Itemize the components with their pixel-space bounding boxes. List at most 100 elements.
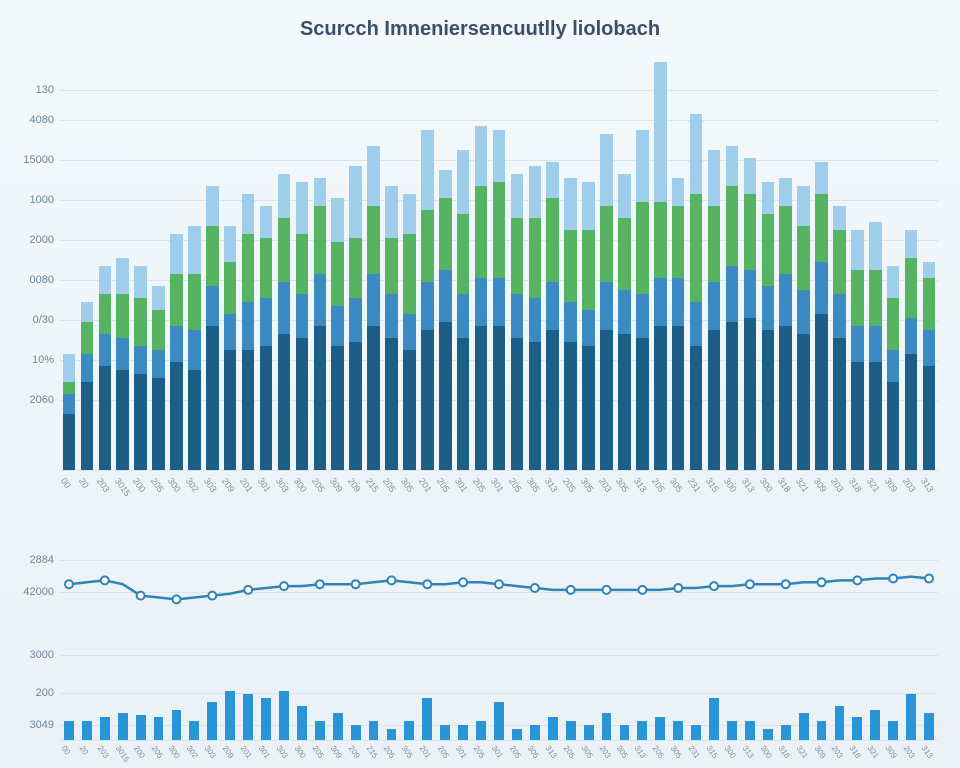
x-axis-label: 318 xyxy=(776,744,791,760)
trend-line xyxy=(60,550,938,740)
bar-segment xyxy=(188,330,201,370)
bar-segment xyxy=(923,366,936,470)
bar-segment xyxy=(618,290,631,334)
x-axis-label: 203 xyxy=(830,744,845,760)
bar-segment xyxy=(726,146,739,186)
x-axis-label: 318 xyxy=(847,476,864,494)
bar-segment xyxy=(421,130,434,210)
bar-segment xyxy=(134,374,147,470)
bar-segment xyxy=(63,354,76,382)
x-axis-label: 215 xyxy=(364,744,379,760)
x-axis-label: 205 xyxy=(650,476,667,494)
bar-segment xyxy=(744,318,757,470)
bar-segment xyxy=(654,326,667,470)
bar-segment xyxy=(206,186,219,226)
x-axis-label: 205 xyxy=(561,744,576,760)
x-axis-label: 321 xyxy=(865,476,882,494)
bar-segment xyxy=(851,230,864,270)
bar-segment xyxy=(331,198,344,242)
bar-segment xyxy=(331,346,344,470)
bar-segment xyxy=(511,338,524,470)
x-axis-label: 302 xyxy=(184,476,201,494)
bar-segment xyxy=(636,202,649,294)
bar-segment xyxy=(779,274,792,326)
bar-segment xyxy=(296,234,309,294)
bar-segment xyxy=(296,182,309,234)
bar-segment xyxy=(188,370,201,470)
line-marker xyxy=(495,580,503,588)
bar-segment xyxy=(349,342,362,470)
bar-segment xyxy=(618,174,631,218)
x-axis-label: 205 xyxy=(560,476,577,494)
bar-segment xyxy=(385,238,398,294)
bar-segment xyxy=(278,282,291,334)
bar-segment xyxy=(833,230,846,294)
bar-segment xyxy=(905,258,918,318)
bar-segment xyxy=(278,334,291,470)
bar-segment xyxy=(654,202,667,278)
x-axis-label: 302 xyxy=(185,744,200,760)
y-axis-label: 0080 xyxy=(6,274,54,286)
bar-segment xyxy=(206,226,219,286)
bar-segment xyxy=(726,266,739,322)
bar-segment xyxy=(170,234,183,274)
line-marker xyxy=(674,584,682,592)
bar-segment xyxy=(564,342,577,470)
y-axis-label: 130 xyxy=(6,84,54,96)
x-axis-label: 201 xyxy=(418,744,433,760)
bar-segment xyxy=(367,274,380,326)
bar-segment xyxy=(188,274,201,330)
x-axis-label: 303 xyxy=(274,476,291,494)
bar-segment xyxy=(152,378,165,470)
x-axis-label: 215 xyxy=(363,476,380,494)
bar-segment xyxy=(726,186,739,266)
x-axis-label: 205 xyxy=(651,744,666,760)
x-axis-label: 200 xyxy=(131,744,146,760)
bar-segment xyxy=(923,278,936,330)
bar-segment xyxy=(349,166,362,238)
bar-segment xyxy=(887,266,900,298)
bar-segment xyxy=(224,226,237,262)
line-marker xyxy=(818,578,826,586)
bar-segment xyxy=(81,354,94,382)
x-axis-label: 205 xyxy=(435,476,452,494)
bar-segment xyxy=(690,346,703,470)
bar-segment xyxy=(600,330,613,470)
bar-segment xyxy=(242,350,255,470)
bar-segment xyxy=(762,286,775,330)
bar-segment xyxy=(869,326,882,362)
x-axis-label: 205 xyxy=(508,744,523,760)
line-marker xyxy=(387,576,395,584)
x-axis-label: 305 xyxy=(579,744,594,760)
bar-segment xyxy=(654,62,667,202)
bar-segment xyxy=(403,350,416,470)
bar-segment xyxy=(421,282,434,330)
bar-segment xyxy=(582,346,595,470)
bar-segment xyxy=(546,198,559,282)
x-axis-label: 301 xyxy=(490,744,505,760)
line-marker xyxy=(423,580,431,588)
bar-segment xyxy=(708,206,721,282)
line-marker xyxy=(710,582,718,590)
x-axis-label: 205 xyxy=(310,476,327,494)
bar-segment xyxy=(654,278,667,326)
line-marker xyxy=(101,576,109,584)
x-axis-label: 309 xyxy=(812,744,827,760)
x-axis-label: 313 xyxy=(919,476,936,494)
x-axis-label: 313 xyxy=(543,744,558,760)
x-axis-label: 203 xyxy=(829,476,846,494)
line-marker xyxy=(567,586,575,594)
bar-segment xyxy=(296,294,309,338)
bar-segment xyxy=(797,226,810,290)
y-axis-label: 3049 xyxy=(6,719,54,731)
bar-segment xyxy=(278,218,291,282)
x-axis-label: 205 xyxy=(310,744,325,760)
bar-segment xyxy=(260,206,273,238)
bar-segment xyxy=(385,338,398,470)
bar-segment xyxy=(170,326,183,362)
bar-segment xyxy=(851,326,864,362)
x-axis-label: 309 xyxy=(328,476,345,494)
line-marker xyxy=(459,578,467,586)
x-axis-label: 321 xyxy=(794,744,809,760)
bar-segment xyxy=(314,206,327,274)
